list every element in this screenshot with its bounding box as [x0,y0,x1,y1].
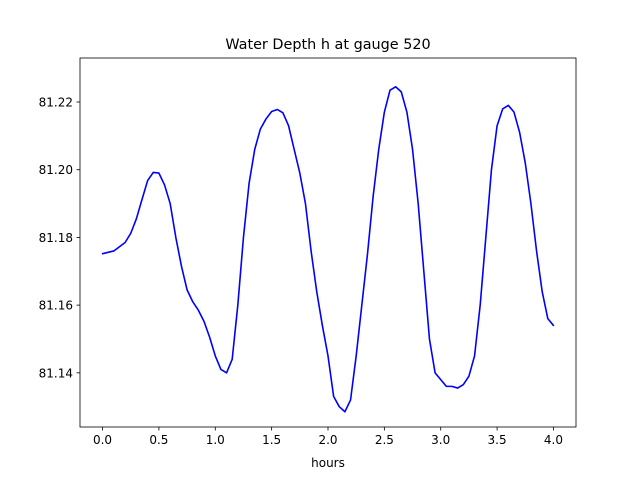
y-tick-label: 81.20 [39,163,73,177]
x-tick-label: 0.5 [149,433,168,447]
series-line-0 [101,85,555,413]
x-tick-label: 1.0 [206,433,225,447]
x-tick-label: 1.5 [262,433,281,447]
y-tick-label: 81.16 [39,299,73,313]
x-tick-label: 4.0 [544,433,563,447]
y-tick-label: 81.14 [39,366,73,380]
x-axis-label: hours [311,456,345,470]
x-axis-ticks: 0.0 0.5 1.0 1.5 2.0 2.5 3.0 3.5 4.0 [93,427,563,447]
x-tick-label: 0.0 [93,433,112,447]
y-axis-ticks: 81.14 81.16 81.18 81.20 81.22 [39,96,80,380]
y-tick-label: 81.18 [39,231,73,245]
y-tick-label: 81.22 [39,96,73,110]
x-tick-label: 2.0 [318,433,337,447]
chart-title: Water Depth h at gauge 520 [225,37,430,53]
x-tick-label: 2.5 [375,433,394,447]
x-tick-label: 3.0 [431,433,450,447]
x-tick-label: 3.5 [488,433,507,447]
